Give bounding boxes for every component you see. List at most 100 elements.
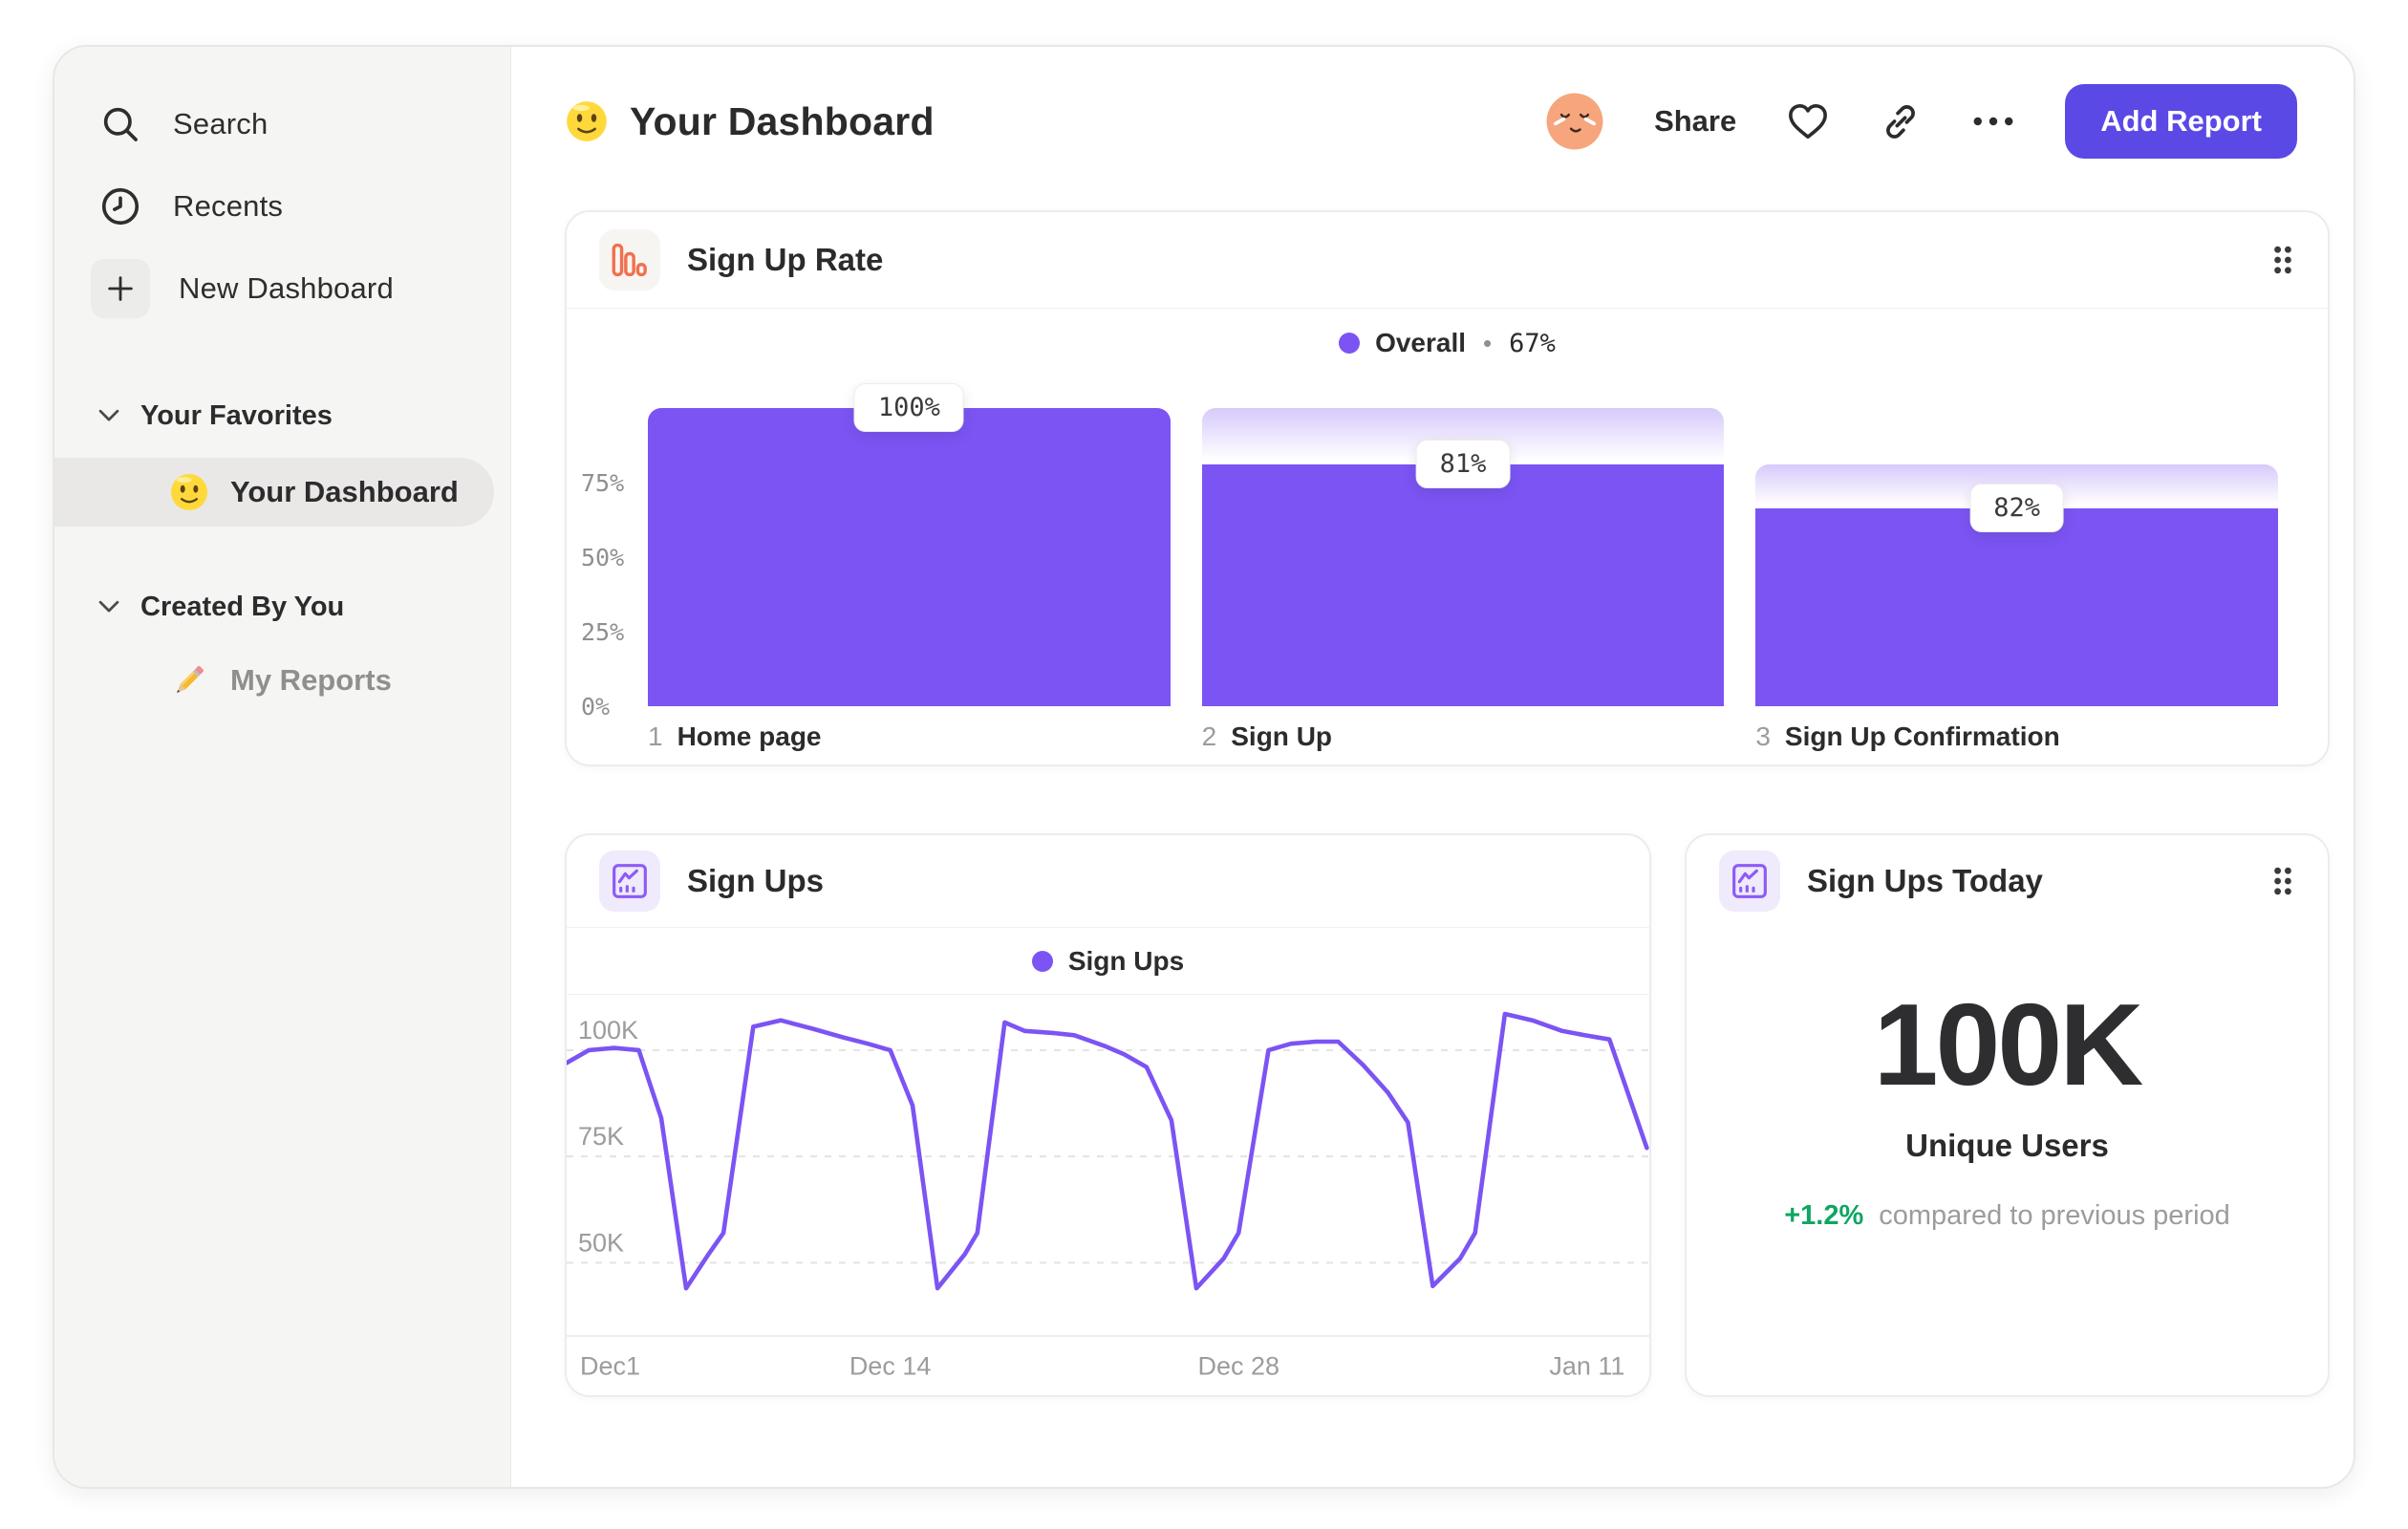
sign-ups-today-card: Sign Ups Today 100K Unique Users +1.2% [1685,833,2330,1397]
funnel-bar-3[interactable]: 82% [1755,408,2279,706]
section-title: Created By You [140,591,345,622]
line-chart-icon [1719,851,1780,912]
funnel-legend: Overall • 67% [567,309,2328,377]
funnel-bar-fill [1755,507,2279,706]
sidebar-item-label: Search [173,107,269,140]
x-axis-label: Jan 11 [1549,1351,1625,1381]
funnel-y-axis: 75% 50% 25% 0% [581,408,648,721]
page-header: Your Dashboard Share [565,84,2297,159]
line-card-header: Sign Ups [567,835,1649,927]
funnel-step-label: 1 Home page [648,721,1171,752]
chevron-down-icon [98,600,119,613]
funnel-chart: 75% 50% 25% 0% 100% 81% 82% [567,383,2328,721]
smiley-emoji [170,473,208,511]
sidebar-section-created-by-you[interactable]: Created By You [54,586,510,628]
x-axis-label: Dec 14 [849,1351,932,1381]
drag-handle-icon[interactable] [2270,243,2295,277]
sidebar-item-your-dashboard[interactable]: Your Dashboard [54,458,494,527]
funnel-bar-2[interactable]: 81% [1201,408,1725,706]
funnel-bars: 100% 81% 82% [648,383,2279,706]
funnel-value-tooltip: 100% [853,383,964,432]
pencil-emoji [177,666,204,693]
funnel-ytick: 25% [581,618,625,646]
x-axis-label: Dec 28 [1197,1351,1280,1381]
signups-line-series[interactable] [567,1011,1649,1291]
sidebar-item-new-dashboard[interactable]: New Dashboard [54,248,510,330]
stat-value-label: Unique Users [1905,1128,2109,1163]
page-title: Your Dashboard [565,99,935,144]
sidebar: Search Recents New Dashboard Your Favori… [54,47,511,1487]
stat-delta: +1.2% [1784,1200,1864,1231]
sidebar-item-recents[interactable]: Recents [54,165,510,248]
drag-handle-icon[interactable] [2270,864,2295,898]
smiley-emoji [567,101,607,141]
y-axis-label: 75K [578,1122,624,1151]
sidebar-item-my-reports[interactable]: My Reports [54,649,510,712]
header-actions: Share A [1545,84,2297,159]
funnel-chart-icon [599,229,660,291]
app-window: Search Recents New Dashboard Your Favori… [53,45,2355,1489]
legend-dot [1339,333,1361,354]
sign-up-rate-card: Sign Up Rate Overall • 67% 75% 50% 25% 0% [565,210,2330,766]
share-button[interactable]: Share [1654,104,1737,138]
sidebar-section-your-favorites[interactable]: Your Favorites [54,395,510,437]
clock-icon [97,183,144,230]
funnel-ytick: 75% [581,469,625,497]
line-plot: 100K 75K 50K [567,995,1649,1335]
legend-dot [1031,950,1053,972]
step-name: Sign Up [1231,721,1333,751]
search-icon [97,100,144,148]
page-title-text: Your Dashboard [630,98,935,143]
funnel-step-label: 2 Sign Up [1202,721,1725,752]
sidebar-item-label: Your Dashboard [230,475,459,508]
legend-label: Overall [1375,328,1467,357]
x-axis-label: Dec1 [580,1351,641,1381]
stat-value: 100K [1873,980,2144,1109]
line-x-labels: Dec1 Dec 14 Dec 28 Jan 11 [567,1335,1649,1396]
funnel-step-label: 3 Sign Up Confirmation [1755,721,2278,752]
plus-icon [91,259,150,318]
legend-label: Sign Ups [1067,945,1185,976]
card-title: Sign Up Rate [687,242,884,277]
step-name: Sign Up Confirmation [1784,721,2060,751]
copy-link-icon[interactable] [1880,100,1922,142]
legend-value: 67% [1509,328,1556,358]
main-content: Your Dashboard Share [511,47,2354,1487]
favorite-heart-icon[interactable] [1786,101,1830,141]
funnel-ytick: 50% [581,544,625,571]
card-title: Sign Ups [687,863,825,898]
step-number: 1 [648,721,663,751]
stat-delta-row: +1.2% compared to previous period [1784,1200,2230,1232]
line-legend: Sign Ups [567,928,1649,995]
funnel-bar-fill [1201,464,1725,706]
funnel-bar-1[interactable]: 100% [648,383,1171,706]
y-axis-label: 100K [578,1016,638,1044]
funnel-card-header: Sign Up Rate [567,212,2328,308]
bottom-row: Sign Ups Sign Ups 100K 75K 50K Dec1 Dec 14 D… [565,833,2330,1397]
funnel-value-tooltip: 82% [1969,483,2065,532]
sidebar-item-label: My Reports [230,663,392,697]
legend-separator: • [1483,328,1493,357]
sidebar-item-label: New Dashboard [179,271,394,305]
card-title: Sign Ups Today [1807,863,2043,898]
stat-delta-description: compared to previous period [1879,1200,2230,1231]
more-options-icon[interactable] [1971,113,2015,130]
add-report-button[interactable]: Add Report [2065,84,2297,159]
sidebar-item-label: Recents [173,189,284,223]
sign-ups-card: Sign Ups Sign Ups 100K 75K 50K Dec1 Dec 14 D… [565,833,1651,1397]
step-number: 3 [1755,721,1771,751]
stat-card-header: Sign Ups Today [1687,835,2328,927]
funnel-steps: 1 Home page 2 Sign Up 3 Sign Up Confirmation [648,721,2278,752]
section-title: Your Favorites [140,399,333,431]
signups-line-svg: 100K 75K 50K [567,1011,1649,1291]
stat-body: 100K Unique Users +1.2% compared to prev… [1687,927,2328,1232]
line-chart-icon [599,851,660,912]
chevron-down-icon [98,409,119,421]
step-number: 2 [1201,721,1217,751]
avatar[interactable] [1545,92,1604,151]
funnel-bar-fill [648,408,1171,706]
sidebar-item-search[interactable]: Search [54,83,510,165]
step-name: Home page [677,721,822,751]
funnel-ytick: 0% [581,693,611,721]
y-axis-label: 50K [578,1228,624,1257]
